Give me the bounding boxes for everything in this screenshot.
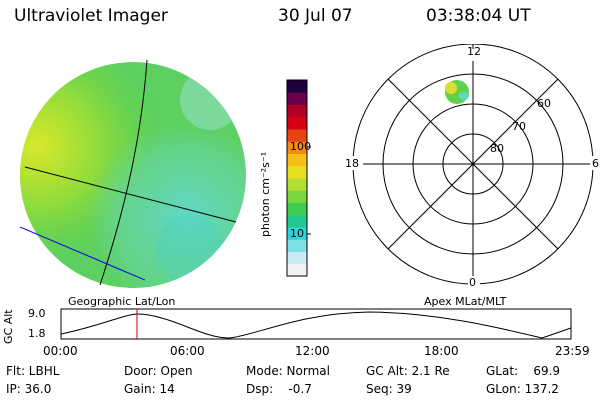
timeline-xtick-0600: 06:00 <box>170 344 205 358</box>
colorbar-cell <box>287 190 307 203</box>
colorbar-cell <box>287 178 307 191</box>
glon-status: GLon: 137.2 <box>486 382 559 396</box>
colorbar-cell <box>287 80 307 93</box>
filter-status: Flt: LBHL <box>6 364 60 378</box>
mlat-label-70: 70 <box>512 120 526 133</box>
colorbar-cell <box>287 92 307 105</box>
timeline-axis-label: GC Alt <box>2 309 15 344</box>
altitude-timeline <box>60 308 572 340</box>
mlt-label-12: 12 <box>467 45 481 58</box>
mlt-label-0: 0 <box>469 276 476 289</box>
timeline-xtick-1800: 18:00 <box>424 344 459 358</box>
colorbar-cell <box>287 263 307 277</box>
colorbar-tick-10: 10 <box>290 227 304 240</box>
geo-coastline-line <box>19 226 146 281</box>
timeline-ytick-1-8: 1.8 <box>28 327 46 340</box>
mlt-label-18: 18 <box>345 157 359 170</box>
colorbar-cell <box>287 227 307 240</box>
time-label: 03:38:04 UT <box>426 6 531 26</box>
mode-status: Mode: Normal <box>246 364 330 378</box>
timeline-xtick-2359: 23:59 <box>555 344 590 358</box>
mlat-label-60: 60 <box>537 97 551 110</box>
colorbar <box>286 79 311 277</box>
geo-meridian-line <box>99 59 148 286</box>
gain-status: Gain: 14 <box>124 382 175 396</box>
gc-alt-status: GC Alt: 2.1 Re <box>366 364 450 378</box>
colorbar-cell <box>287 214 307 228</box>
apex-polar-plot <box>341 44 600 288</box>
date-label: 30 Jul 07 <box>278 6 353 26</box>
app-title: Ultraviolet Imager <box>14 6 168 26</box>
geographic-image <box>19 59 246 288</box>
timeline-ytick-9: 9.0 <box>28 307 46 320</box>
timeline-xtick-0000: 00:00 <box>43 344 78 358</box>
mlt-label-6: 6 <box>592 157 599 170</box>
colorbar-cell <box>287 153 307 167</box>
colorbar-label: photon cm⁻²s⁻¹ <box>259 151 272 237</box>
colorbar-cell <box>287 129 307 142</box>
ip-status: IP: 36.0 <box>6 382 52 396</box>
colorbar-cell <box>287 239 307 252</box>
dsp-status: Dsp: -0.7 <box>246 382 312 396</box>
mlat-label-80: 80 <box>490 142 504 155</box>
altitude-curve <box>60 311 572 339</box>
geo-latitude-line <box>24 166 237 223</box>
colorbar-cell <box>287 165 307 179</box>
colorbar-cell <box>287 141 307 154</box>
colorbar-cell <box>287 251 307 265</box>
door-status: Door: Open <box>124 364 193 378</box>
apex-panel-label: Apex MLat/MLT <box>424 295 507 308</box>
glat-status: GLat: 69.9 <box>486 364 561 378</box>
aurora-blob <box>445 80 469 104</box>
colorbar-cell <box>287 202 307 216</box>
timeline-xtick-1200: 12:00 <box>295 344 330 358</box>
colorbar-tick-100: 100 <box>290 140 311 153</box>
colorbar-cell <box>287 116 307 130</box>
geo-panel-label: Geographic Lat/Lon <box>68 295 176 308</box>
colorbar-cell <box>287 104 307 118</box>
seq-status: Seq: 39 <box>366 382 412 396</box>
